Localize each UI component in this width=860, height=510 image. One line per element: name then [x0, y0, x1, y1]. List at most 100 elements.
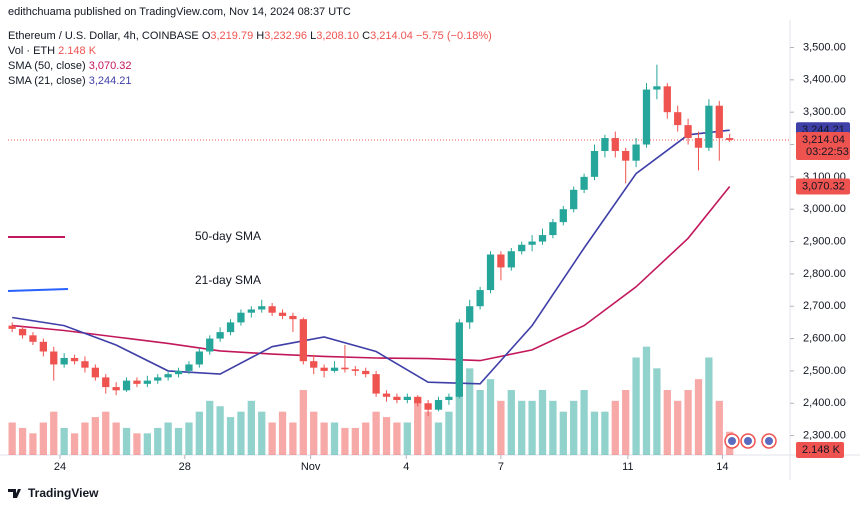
y-tick-label: 2,900.00	[803, 235, 846, 247]
candle-body	[216, 332, 224, 339]
volume-bar	[91, 417, 99, 455]
x-tick-label: 4	[403, 461, 409, 473]
volume-bar	[497, 400, 505, 455]
candle-body	[81, 361, 89, 368]
candle-body	[8, 325, 16, 329]
x-tick-label: Nov	[301, 461, 321, 473]
candle-body	[310, 361, 318, 368]
y-tick-label: 2,800.00	[803, 268, 846, 280]
candle-body	[351, 369, 359, 371]
volume-bar	[351, 427, 359, 455]
annotation-line	[7, 288, 69, 292]
volume-bar	[414, 400, 422, 455]
x-tick-label: 28	[179, 461, 191, 473]
candle-body	[642, 89, 651, 145]
candle-body	[91, 367, 99, 378]
candle-body	[226, 322, 235, 333]
volume-bar	[237, 411, 245, 455]
candle-body	[445, 396, 453, 401]
volume-label-box	[796, 442, 844, 458]
volume-bar	[112, 422, 120, 455]
volume-bar	[289, 422, 297, 455]
volume-bar	[341, 427, 349, 455]
x-tick-label: 14	[716, 461, 728, 473]
event-icon-inner	[744, 437, 752, 445]
volume-bar	[622, 390, 630, 455]
volume-bar	[122, 427, 131, 455]
volume-bar	[653, 368, 661, 455]
volume-bar	[538, 390, 547, 455]
event-icon-inner	[728, 437, 736, 445]
candle-body	[133, 380, 141, 384]
y-tick-label: 2,500.00	[803, 365, 846, 377]
volume-bar	[507, 390, 515, 455]
y-tick-label: 3,000.00	[803, 203, 846, 215]
volume-bar	[174, 427, 183, 455]
annotation: 21-day SMA	[195, 273, 261, 287]
candle-body	[393, 396, 401, 401]
candle-body	[268, 306, 276, 313]
volume-bar	[549, 400, 557, 455]
candle-body	[382, 393, 391, 397]
candle-body	[622, 150, 630, 161]
candle-body	[549, 222, 557, 236]
candle-body	[362, 370, 370, 375]
volume-bar	[476, 390, 484, 455]
candle-body	[528, 241, 536, 245]
indicator-name: SMA (50, close)	[8, 60, 86, 72]
y-tick-label: 2,400.00	[803, 397, 846, 409]
volume-bar	[434, 422, 443, 455]
volume-bar	[258, 411, 266, 455]
volume-bar	[455, 379, 463, 455]
volume-bar	[330, 422, 339, 455]
volume-bar	[18, 427, 27, 455]
volume-bar	[185, 422, 193, 455]
legend-change: −5.75 (−0.18%)	[416, 30, 492, 42]
volume-bar	[60, 427, 68, 455]
volume-bar	[39, 422, 47, 455]
volume-bar	[268, 422, 276, 455]
volume-bar	[694, 379, 703, 455]
candle-body	[299, 319, 307, 362]
price-label: 3,070.32	[802, 180, 845, 192]
price-label-box	[796, 131, 850, 160]
volume-bar	[226, 417, 235, 455]
candle-body	[143, 380, 151, 384]
candle-body	[289, 315, 297, 320]
candle-body	[403, 396, 411, 401]
candle-body	[580, 176, 588, 190]
volume-bar	[580, 390, 588, 455]
volume-bar	[133, 433, 141, 455]
footer: TradingView	[28, 486, 99, 500]
candle-body	[611, 138, 619, 151]
candle-body	[341, 367, 349, 370]
candle-body	[247, 309, 255, 313]
candle-body	[726, 138, 734, 140]
volume-bar	[528, 400, 536, 455]
publisher: edithchuama published on TradingView.com…	[8, 6, 351, 18]
x-tick-label: 24	[54, 461, 66, 473]
candle-body	[715, 105, 723, 139]
candle-body	[674, 112, 682, 126]
legend-value: 3,232.96	[264, 30, 307, 42]
candle-body	[206, 338, 214, 352]
y-tick-label: 3,400.00	[803, 74, 846, 86]
legend-value: 3,219.79	[210, 30, 253, 42]
candle-body	[497, 254, 505, 268]
candle-body	[434, 400, 443, 410]
volume-bar	[8, 422, 16, 455]
y-tick-label: 2,300.00	[803, 430, 846, 442]
symbol: Ethereum / U.S. Dollar, 4h, COINBASE	[8, 30, 199, 42]
candle-body	[559, 209, 567, 223]
candle-body	[632, 144, 640, 161]
indicator-legend: SMA (50, close) 3,070.32	[8, 60, 132, 72]
volume-bar	[466, 368, 474, 455]
candle-body	[330, 367, 339, 371]
volume-bar	[403, 422, 411, 455]
candle-body	[372, 374, 380, 394]
volume-bar	[299, 390, 307, 455]
candle-body	[29, 335, 37, 342]
legend-value: 3,208.10	[316, 30, 359, 42]
volume-bar	[705, 357, 713, 455]
